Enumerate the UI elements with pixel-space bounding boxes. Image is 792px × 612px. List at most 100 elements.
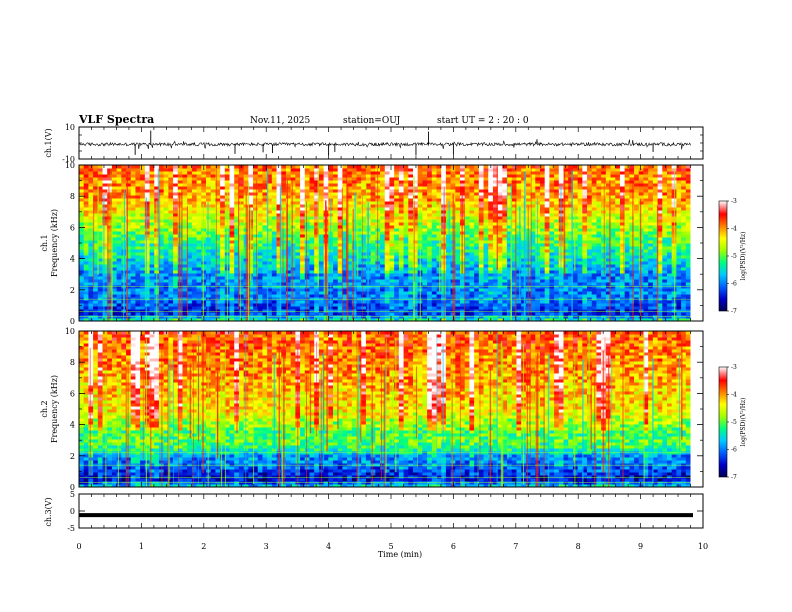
s1-cell [126,246,132,250]
s1-cell [304,186,310,190]
s1-cell [464,276,470,280]
s1-cell [408,240,414,244]
s1-cell [502,306,508,310]
s1-cell [210,240,216,244]
s1-cell [257,264,263,268]
s1-cell [333,246,339,250]
s1-cell [356,177,362,181]
s1-cell [365,195,372,199]
s1-cell [389,258,395,262]
s1-cell [441,174,447,178]
s1-cell [389,171,395,175]
s1-cell [483,216,489,220]
s1-cell [126,210,132,214]
s1-cell [412,267,419,271]
s1-cell [116,198,122,202]
s1-cell [342,312,348,316]
s1-cell [309,306,315,310]
s1-cell [474,273,480,277]
s1-cell [102,246,108,250]
s1-cell [97,216,104,220]
s1-cell [281,195,287,199]
s1-cell [403,297,409,301]
s1-cell [140,282,146,286]
s1-cell [281,291,287,295]
s1-cell [502,282,508,286]
s1-cell [403,216,409,220]
s1-cell [168,294,174,298]
s1-cell [469,207,475,211]
s1-cell [234,213,240,217]
s1-cell [182,207,188,211]
s1-cell [436,252,442,256]
s1-cell [187,228,193,232]
s1-cell [314,264,320,268]
s1-cell [300,213,306,217]
s1-cell [483,297,489,301]
s1-cell [281,276,287,280]
s1-cell [187,237,193,241]
s1-cell [196,300,202,304]
s1-cell [342,294,348,298]
s1-cell [163,195,169,199]
s1-cell [333,192,339,196]
s1-cell [215,318,221,321]
s1-cell [422,240,428,244]
s1-cell [492,282,499,286]
s1-cell [191,216,198,220]
s1-cell [290,216,296,220]
s1-cell [191,171,198,175]
s1-cell [177,252,183,256]
s1-cell [455,312,461,316]
s1-cell [304,222,310,226]
s1-cell [177,255,183,259]
s1-cell [210,204,216,208]
s1-cell [492,300,499,304]
s1-cell [474,192,480,196]
s1-cell [347,240,353,244]
s1-cell [262,198,268,202]
s1-cell [116,288,122,292]
s1-cell [187,261,193,265]
s1-cell [116,300,122,304]
s1-cell [408,228,414,232]
s1-cell [257,237,263,241]
s1-cell [333,237,339,241]
s1-cell [375,282,381,286]
s1-cell [309,315,315,319]
s1-cell [173,210,179,214]
s1-cell [488,306,494,310]
s1-cell [455,300,461,304]
s1-cell [478,219,485,223]
s1-cell [422,273,428,277]
s1-cell [253,234,259,238]
s1-cell [295,174,301,178]
s1-cell [276,267,282,271]
s1-cell [380,171,386,175]
s1-cell [365,171,372,175]
s1-cell [333,303,339,307]
s1-cell [116,207,122,211]
s1-cell [412,276,419,280]
s1-cell [375,315,381,319]
s1-cell [88,294,94,298]
s1-cell [126,195,132,199]
s1-cell [375,306,381,310]
s1-cell [455,228,461,232]
s1-cell [271,219,278,223]
s1-cell [511,192,517,196]
s1-cell [361,207,367,211]
s1-cell [497,240,503,244]
s1-cell [173,186,179,190]
s1-cell [210,252,216,256]
s1-cell [403,318,409,321]
s1-cell [135,228,141,232]
s1-cell [347,297,353,301]
s1-cell [262,240,268,244]
s1-cell [314,318,320,321]
s1-cell [163,282,169,286]
s1-cell [469,234,475,238]
s1-cell [285,216,292,220]
s1-cell [253,282,259,286]
s1-cell [93,219,99,223]
